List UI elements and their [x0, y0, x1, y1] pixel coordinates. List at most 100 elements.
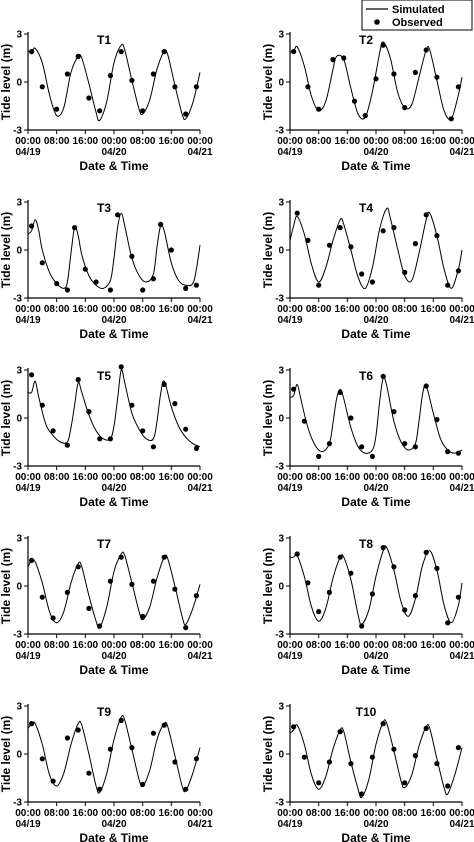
- observed-point: [316, 780, 322, 786]
- panel-label: T10: [356, 705, 377, 719]
- x-tick-label-date: 04/21: [187, 483, 212, 494]
- x-tick-label-time: 00:00: [15, 808, 41, 819]
- x-tick-label-time: 08:00: [306, 640, 332, 651]
- x-tick-label-time: 00:00: [277, 640, 303, 651]
- y-axis-title: Tide level (m): [0, 716, 13, 792]
- x-tick-label-time: 16:00: [421, 808, 447, 819]
- x-tick-label-date: 04/21: [187, 651, 212, 662]
- simulated-line: [289, 41, 463, 121]
- x-tick-label-time: 16:00: [421, 640, 447, 651]
- y-tick-label: 3: [278, 30, 284, 41]
- observed-point: [97, 786, 103, 792]
- x-tick-label-time: 00:00: [101, 472, 127, 483]
- y-tick-label: 3: [16, 366, 22, 377]
- panel-label: T7: [97, 537, 111, 551]
- x-tick-label-time: 00:00: [277, 136, 303, 147]
- y-tick-label: 0: [16, 78, 22, 89]
- observed-point: [158, 221, 164, 227]
- observed-point: [29, 721, 35, 727]
- x-tick-label-time: 16:00: [335, 304, 361, 315]
- observed-point: [402, 441, 408, 447]
- y-tick-label: 3: [278, 366, 284, 377]
- x-tick-label-date: 04/19: [15, 147, 40, 158]
- x-tick-label-time: 16:00: [335, 472, 361, 483]
- observed-point: [316, 282, 322, 288]
- x-tick-label-time: 00:00: [187, 472, 213, 483]
- observed-point: [391, 564, 397, 570]
- y-tick-label: 0: [278, 582, 284, 593]
- observed-point: [193, 445, 199, 451]
- observed-point: [150, 71, 156, 77]
- observed-point: [330, 57, 336, 63]
- observed-point: [348, 244, 354, 250]
- panel-label: T5: [97, 369, 111, 383]
- x-tick-label-time: 08:00: [44, 472, 70, 483]
- observed-point: [140, 287, 146, 293]
- observed-point: [412, 753, 418, 759]
- x-tick-label-date: 04/20: [363, 819, 388, 830]
- x-tick-label-date: 04/20: [363, 315, 388, 326]
- observed-point: [369, 591, 375, 597]
- x-tick-label-date: 04/20: [101, 315, 126, 326]
- x-tick-label-time: 08:00: [306, 304, 332, 315]
- legend: Simulated Observed: [361, 0, 473, 31]
- observed-point: [82, 266, 88, 272]
- observed-point: [348, 761, 354, 767]
- x-tick-label-date: 04/21: [449, 819, 474, 830]
- y-tick-label: -3: [13, 294, 22, 305]
- observed-point: [29, 372, 35, 378]
- observed-point: [402, 105, 408, 111]
- observed-point: [455, 594, 461, 600]
- observed-point: [423, 47, 429, 53]
- observed-point: [423, 383, 429, 389]
- observed-point: [337, 225, 343, 231]
- x-tick-label-time: 08:00: [44, 808, 70, 819]
- observed-point: [412, 593, 418, 599]
- x-tick-label-date: 04/20: [363, 483, 388, 494]
- observed-point: [172, 586, 178, 592]
- observed-point: [107, 73, 113, 79]
- observed-point: [337, 729, 343, 735]
- observed-point: [118, 49, 124, 55]
- x-tick-label-date: 04/19: [277, 819, 302, 830]
- observed-point: [341, 55, 347, 61]
- x-tick-label-date: 04/19: [277, 483, 302, 494]
- y-tick-label: -3: [275, 126, 284, 137]
- x-tick-label-date: 04/20: [101, 651, 126, 662]
- observed-point: [129, 745, 135, 751]
- observed-point: [29, 557, 35, 564]
- observed-point: [50, 428, 56, 434]
- observed-point: [455, 450, 461, 456]
- x-axis-title: Date & Time: [79, 159, 148, 173]
- x-tick-label-time: 08:00: [130, 472, 156, 483]
- y-tick-label: 3: [16, 702, 22, 713]
- observed-point: [316, 106, 322, 112]
- observed-point: [445, 783, 451, 789]
- x-tick-label-date: 04/19: [15, 819, 40, 830]
- observed-point: [183, 426, 189, 432]
- observed-point: [161, 722, 167, 728]
- y-axis-title: Tide level (m): [0, 380, 13, 456]
- observed-point: [301, 754, 307, 760]
- observed-point: [391, 71, 397, 77]
- x-tick-label-date: 04/19: [15, 651, 40, 662]
- observed-point: [129, 253, 135, 259]
- y-tick-label: 0: [16, 750, 22, 761]
- observed-point: [337, 554, 343, 560]
- observed-point: [129, 581, 135, 588]
- observed-point: [305, 237, 311, 243]
- observed-point: [193, 282, 199, 288]
- simulated-line: [27, 43, 201, 122]
- x-axis-title: Date & Time: [79, 327, 148, 341]
- panel-label: T3: [97, 201, 111, 215]
- y-axis-title: Tide level (m): [261, 548, 275, 624]
- observed-point: [129, 402, 135, 408]
- observed-point: [183, 285, 189, 291]
- y-tick-label: 0: [278, 78, 284, 89]
- x-tick-label-time: 16:00: [159, 472, 185, 483]
- observed-point: [140, 613, 146, 620]
- x-tick-label-date: 04/21: [449, 651, 474, 662]
- y-axis-title: Tide level (m): [261, 380, 275, 456]
